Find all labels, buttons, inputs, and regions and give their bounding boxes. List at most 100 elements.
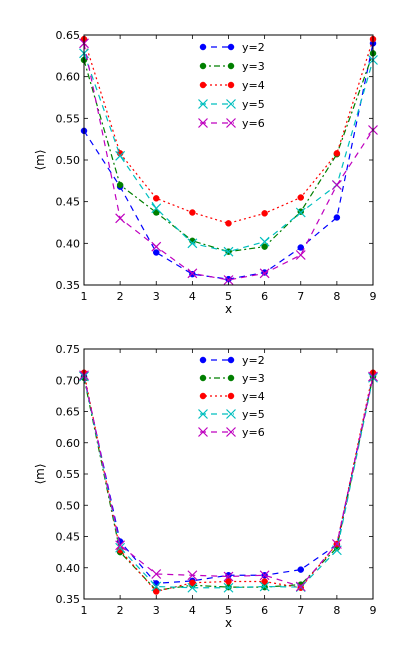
data-point-y=5 [223,582,234,593]
data-point-y=5 [187,238,198,249]
legend: y=2 y=3 y=4 y=5 y=6 [198,41,265,130]
data-point-y=6 [151,569,162,579]
data-point-y=5 [151,203,162,214]
data-point-y=4 [261,210,268,217]
legend-label-y=4: y=4 [242,390,265,403]
data-point-y=5 [115,150,126,161]
data-point-y=3 [116,181,124,189]
legend-marker-y=2 [227,43,235,51]
data-point-y=5 [295,207,306,218]
legend-marker-y=6 [198,427,208,437]
y-tick-label: 0.70 [56,374,81,387]
legend-marker-y=5 [226,409,236,419]
x-tick-label: 1 [81,290,88,303]
data-point-y=2 [153,249,160,256]
y-tick-label: 0.45 [56,196,81,209]
data-point-y=6 [331,180,342,190]
data-point-y=6 [151,241,162,252]
data-point-y=2 [297,566,304,573]
legend-label-y=3: y=3 [242,372,265,385]
x-tick-label: 5 [225,604,232,617]
y-tick-label: 0.55 [56,112,81,125]
plot-frame [83,348,374,600]
y-tick-label: 0.35 [56,279,81,292]
legend-marker-y=6 [226,427,236,437]
data-point-y=6 [331,539,342,549]
x-tick-label: 8 [333,290,340,303]
data-point-y=6 [223,275,234,285]
legend-marker-y=5 [198,409,208,419]
series-line-y=2 [83,43,374,280]
y-tick-label: 0.40 [56,562,81,575]
legend-label-y=6: y=6 [242,117,265,130]
x-axis-label: x [225,616,232,630]
legend-marker-y=3 [227,374,235,382]
y-tick-label: 0.40 [56,237,81,250]
y-tick-label: 0.60 [56,437,81,450]
legend-marker-y=2 [199,43,207,51]
x-tick-label: 6 [261,604,268,617]
data-point-y=6 [295,250,306,260]
y-tick-label: 0.75 [56,343,81,356]
data-point-y=4 [153,588,160,595]
x-tick-label: 2 [117,604,124,617]
y-tick-label: 0.65 [56,406,81,419]
data-point-y=4 [189,579,196,586]
data-point-y=4 [225,220,232,227]
legend-marker-y=4 [199,392,207,400]
series-line-y=4 [83,372,374,593]
legend: y=2 y=3 y=4 y=5 y=6 [198,354,265,439]
legend-label-y=5: y=5 [242,98,265,111]
x-tick-label: 7 [297,290,304,303]
legend-marker-y=2 [199,356,207,364]
data-point-y=6 [115,213,126,224]
data-point-y=6 [187,268,198,279]
data-point-y=6 [187,570,198,581]
x-tick-label: 9 [370,604,377,617]
data-point-y=6 [295,581,306,592]
data-point-y=4 [225,578,232,585]
legend-marker-y=3 [227,62,235,70]
legend-label-y=4: y=4 [242,79,265,92]
x-tick-label: 1 [81,604,88,617]
x-axis-label: x [225,302,232,316]
data-point-y=5 [259,581,270,592]
y-tick-label: 0.45 [56,531,81,544]
data-point-y=6 [115,540,126,551]
series-line-y=3 [83,53,374,253]
data-point-y=5 [151,581,162,592]
legend-label-y=5: y=5 [242,408,265,421]
legend-marker-y=6 [198,118,208,128]
data-point-y=5 [187,582,198,593]
x-tick-label: 2 [117,290,124,303]
data-point-y=4 [189,209,196,216]
data-point-y=3 [261,243,268,250]
x-tick-label: 9 [370,290,377,303]
data-point-y=6 [223,571,234,582]
data-point-y=5 [223,246,234,257]
series-line-y=5 [83,376,374,589]
y-tick-label: 0.50 [56,499,81,512]
legend-marker-y=3 [199,62,207,70]
legend-marker-y=6 [226,118,236,128]
x-tick-label: 3 [153,604,160,617]
y-axis-label: ⟨m⟩ [33,463,47,484]
data-point-y=5 [259,236,270,247]
data-point-y=6 [259,570,270,581]
data-point-y=2 [297,244,304,251]
legend-marker-y=4 [227,392,235,400]
y-tick-label: 0.60 [56,71,81,84]
legend-marker-y=5 [226,99,236,109]
y-tick-label: 0.55 [56,468,81,481]
series-line-y=6 [83,375,374,588]
y-tick-label: 0.50 [56,154,81,167]
chart-top: 1 2 3 4 5 6 7 8 9 0.35 0.40 0.45 0.50 0.55 0.60 0.65 x ⟨m… [33,29,378,316]
data-point-y=2 [333,214,341,221]
legend-marker-y=2 [227,356,235,364]
x-tick-label: 8 [333,604,340,617]
y-tick-label: 0.65 [56,29,81,42]
x-tick-label: 4 [189,604,196,617]
data-point-y=4 [297,194,304,201]
data-point-y=4 [261,578,268,585]
